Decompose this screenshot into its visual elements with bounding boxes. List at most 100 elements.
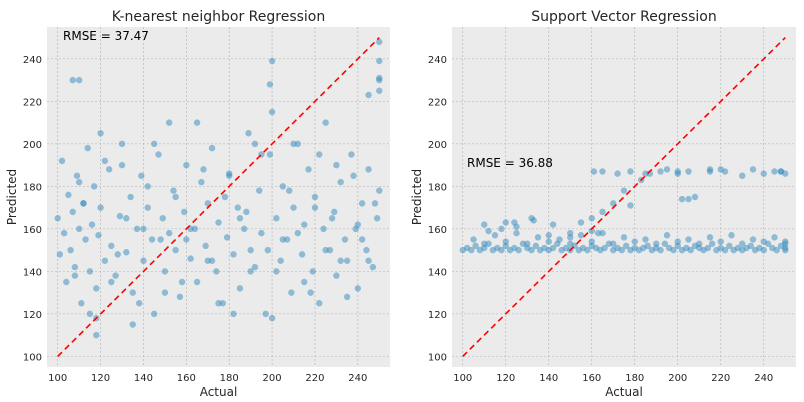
x-tick-label: 140 (539, 373, 558, 384)
data-point (749, 236, 757, 243)
data-point (56, 251, 64, 258)
data-point (176, 293, 184, 301)
data-point (773, 246, 780, 254)
data-point (528, 215, 535, 222)
data-point (138, 172, 145, 179)
data-point (307, 289, 314, 296)
y-axis-label: Predicted (5, 169, 19, 225)
data-point (674, 168, 681, 175)
data-point (202, 242, 209, 250)
data-point (256, 187, 263, 194)
data-point (69, 76, 76, 84)
data-point (71, 272, 79, 279)
data-point (534, 234, 542, 241)
data-point (97, 130, 104, 137)
data-point (706, 166, 714, 173)
data-point (322, 119, 329, 126)
data-point (627, 202, 634, 209)
data-point (376, 38, 383, 46)
data-point (84, 144, 91, 152)
data-point (739, 172, 746, 179)
data-point (739, 240, 746, 247)
data-point (365, 166, 372, 173)
identity-line (57, 37, 380, 357)
y-tick-label: 100 (428, 352, 447, 363)
data-point (63, 278, 70, 286)
data-point (782, 246, 789, 254)
data-point (599, 208, 606, 216)
data-point (65, 191, 72, 199)
data-point (273, 215, 280, 222)
data-point (290, 140, 297, 148)
data-point (305, 166, 312, 173)
x-axis-label: Actual (605, 385, 643, 399)
data-point (181, 208, 188, 216)
data-point (470, 236, 477, 243)
data-point (706, 234, 714, 241)
x-tick-label: 200 (263, 373, 282, 384)
data-point (208, 144, 216, 152)
data-point (678, 195, 686, 203)
data-point (67, 246, 74, 254)
data-point (172, 246, 179, 254)
data-point (80, 200, 87, 207)
data-point (627, 168, 634, 175)
data-point (230, 310, 237, 318)
data-point (577, 219, 585, 226)
data-point (590, 168, 598, 175)
data-point (78, 300, 85, 307)
data-point (75, 178, 83, 186)
x-tick-label: 200 (668, 373, 687, 384)
data-point (588, 238, 595, 245)
data-point (622, 242, 630, 250)
data-point (777, 168, 785, 175)
y-tick-label: 200 (428, 140, 447, 151)
data-point (114, 251, 121, 258)
data-point (588, 215, 595, 222)
y-tick-label: 100 (23, 352, 42, 363)
data-point (663, 166, 671, 173)
data-point (123, 249, 130, 256)
data-point (657, 168, 664, 175)
y-tick-label: 220 (428, 97, 447, 108)
data-point (118, 161, 126, 169)
data-point (513, 229, 520, 237)
data-point (685, 236, 692, 243)
data-point (223, 234, 231, 241)
data-point (728, 232, 735, 239)
data-point (101, 157, 109, 165)
data-point (93, 331, 100, 339)
data-point (187, 255, 194, 262)
data-point (200, 166, 207, 173)
data-point (161, 289, 169, 296)
rmse-annotation: RMSE = 37.47 (63, 29, 149, 43)
y-tick-label: 120 (23, 310, 42, 321)
data-point (148, 236, 156, 243)
data-point (279, 236, 287, 243)
data-point (215, 300, 222, 307)
data-point (631, 238, 638, 245)
data-point (653, 240, 660, 247)
data-point (118, 140, 126, 148)
data-point (234, 204, 241, 211)
x-tick-label: 240 (348, 373, 367, 384)
data-point (354, 285, 362, 292)
data-point (243, 208, 250, 216)
data-point (301, 221, 308, 228)
data-point (595, 229, 602, 237)
data-point (301, 278, 308, 286)
data-point (221, 193, 229, 201)
data-point (129, 289, 136, 296)
data-point (60, 229, 68, 237)
x-tick-label: 100 (453, 373, 472, 384)
x-tick-label: 240 (754, 373, 773, 384)
data-point (481, 240, 488, 247)
data-point (215, 219, 222, 226)
data-point (251, 140, 259, 148)
x-tick-label: 220 (711, 373, 730, 384)
data-point (760, 238, 767, 245)
data-point (704, 244, 712, 252)
data-point (376, 57, 383, 65)
data-point (588, 227, 595, 235)
